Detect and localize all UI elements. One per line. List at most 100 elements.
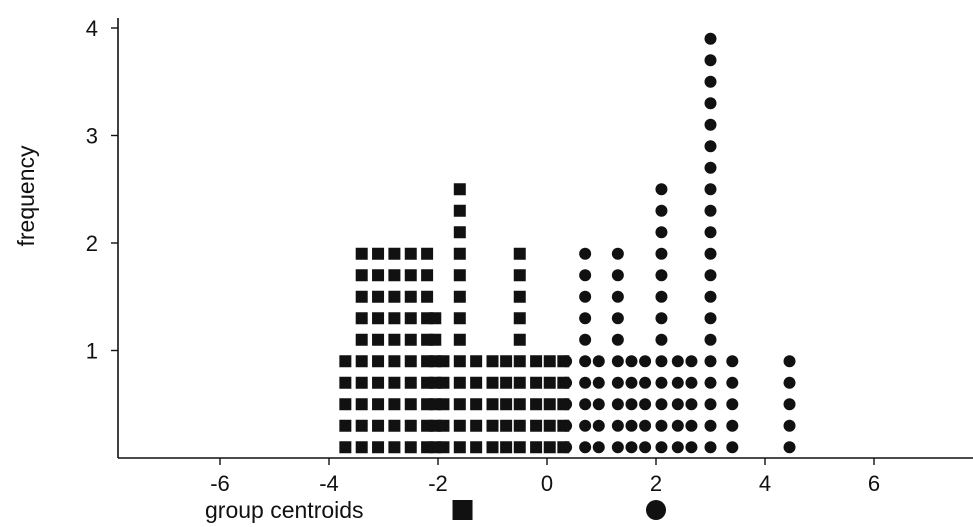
square-point — [453, 183, 466, 196]
square-point — [339, 398, 352, 411]
circle-point — [704, 376, 717, 389]
circle-point — [726, 355, 739, 368]
x-tick-label: 0 — [541, 471, 553, 496]
y-tick-label: 1 — [86, 339, 98, 364]
x-tick-label: 6 — [868, 471, 880, 496]
legend: group centroids — [205, 497, 666, 523]
square-point — [470, 355, 483, 368]
circle-point — [655, 290, 668, 303]
circle-point — [611, 398, 624, 411]
circle-point — [726, 398, 739, 411]
circle-point — [611, 290, 624, 303]
square-point — [513, 398, 526, 411]
x-tick-label: 2 — [650, 471, 662, 496]
circle-point — [579, 419, 592, 432]
circle-point — [685, 376, 698, 389]
circle-point — [560, 355, 573, 368]
square-point — [404, 441, 417, 454]
square-point — [470, 419, 483, 432]
square-point — [372, 419, 385, 432]
x-tick-label: -2 — [428, 471, 448, 496]
circle-point — [611, 376, 624, 389]
circle-point — [579, 247, 592, 260]
circle-point — [592, 355, 605, 368]
square-point — [404, 355, 417, 368]
circle-point — [560, 398, 573, 411]
circle-point — [639, 419, 652, 432]
circle-point — [704, 161, 717, 174]
square-point — [500, 419, 513, 432]
circle-point — [560, 419, 573, 432]
data-marks — [339, 32, 796, 454]
square-point — [404, 290, 417, 303]
circle-point — [704, 398, 717, 411]
square-point — [453, 290, 466, 303]
x-tick-label: -6 — [210, 471, 230, 496]
circle-point — [592, 398, 605, 411]
circle-point — [655, 204, 668, 217]
circle-point — [704, 118, 717, 131]
square-point — [372, 269, 385, 282]
circle-point — [704, 333, 717, 346]
circle-point — [685, 398, 698, 411]
square-point — [530, 355, 543, 368]
square-point — [530, 419, 543, 432]
square-point — [453, 376, 466, 389]
circle-point — [579, 398, 592, 411]
circle-point — [611, 247, 624, 260]
square-point — [437, 441, 450, 454]
square-point — [486, 419, 499, 432]
circle-point — [655, 441, 668, 454]
circle-point — [592, 376, 605, 389]
square-point — [429, 333, 442, 346]
circle-point — [671, 398, 684, 411]
square-point — [429, 312, 442, 325]
square-point — [355, 376, 368, 389]
square-point — [543, 441, 556, 454]
circle-point — [655, 269, 668, 282]
circle-point — [655, 333, 668, 346]
square-point — [543, 355, 556, 368]
circle-point — [611, 312, 624, 325]
circle-point — [579, 376, 592, 389]
circle-point — [655, 312, 668, 325]
square-point — [388, 269, 401, 282]
circle-point — [611, 269, 624, 282]
axes: -6 -4 -2 0 2 4 6 1 2 3 4 — [86, 16, 973, 496]
square-point — [500, 355, 513, 368]
square-point — [421, 290, 434, 303]
circle-point — [592, 419, 605, 432]
square-point — [372, 333, 385, 346]
circle-point — [726, 441, 739, 454]
circle-point — [625, 376, 638, 389]
square-point — [388, 247, 401, 260]
square-point — [355, 247, 368, 260]
legend-label: group centroids — [205, 497, 364, 523]
circle-point — [704, 140, 717, 153]
circle-point — [685, 355, 698, 368]
square-point — [388, 398, 401, 411]
square-point — [530, 376, 543, 389]
square-point — [513, 290, 526, 303]
circle-point — [639, 355, 652, 368]
square-point — [404, 312, 417, 325]
square-point — [421, 247, 434, 260]
square-point — [543, 398, 556, 411]
circle-point — [625, 355, 638, 368]
square-point — [500, 441, 513, 454]
square-point — [355, 441, 368, 454]
square-point — [513, 333, 526, 346]
square-point — [513, 269, 526, 282]
square-point — [421, 269, 434, 282]
square-point — [530, 398, 543, 411]
square-point — [355, 419, 368, 432]
square-point — [470, 376, 483, 389]
circle-point — [611, 333, 624, 346]
square-point — [355, 333, 368, 346]
square-point — [486, 376, 499, 389]
circle-point — [592, 441, 605, 454]
circle-point — [783, 355, 796, 368]
square-point — [486, 441, 499, 454]
circle-point — [783, 419, 796, 432]
